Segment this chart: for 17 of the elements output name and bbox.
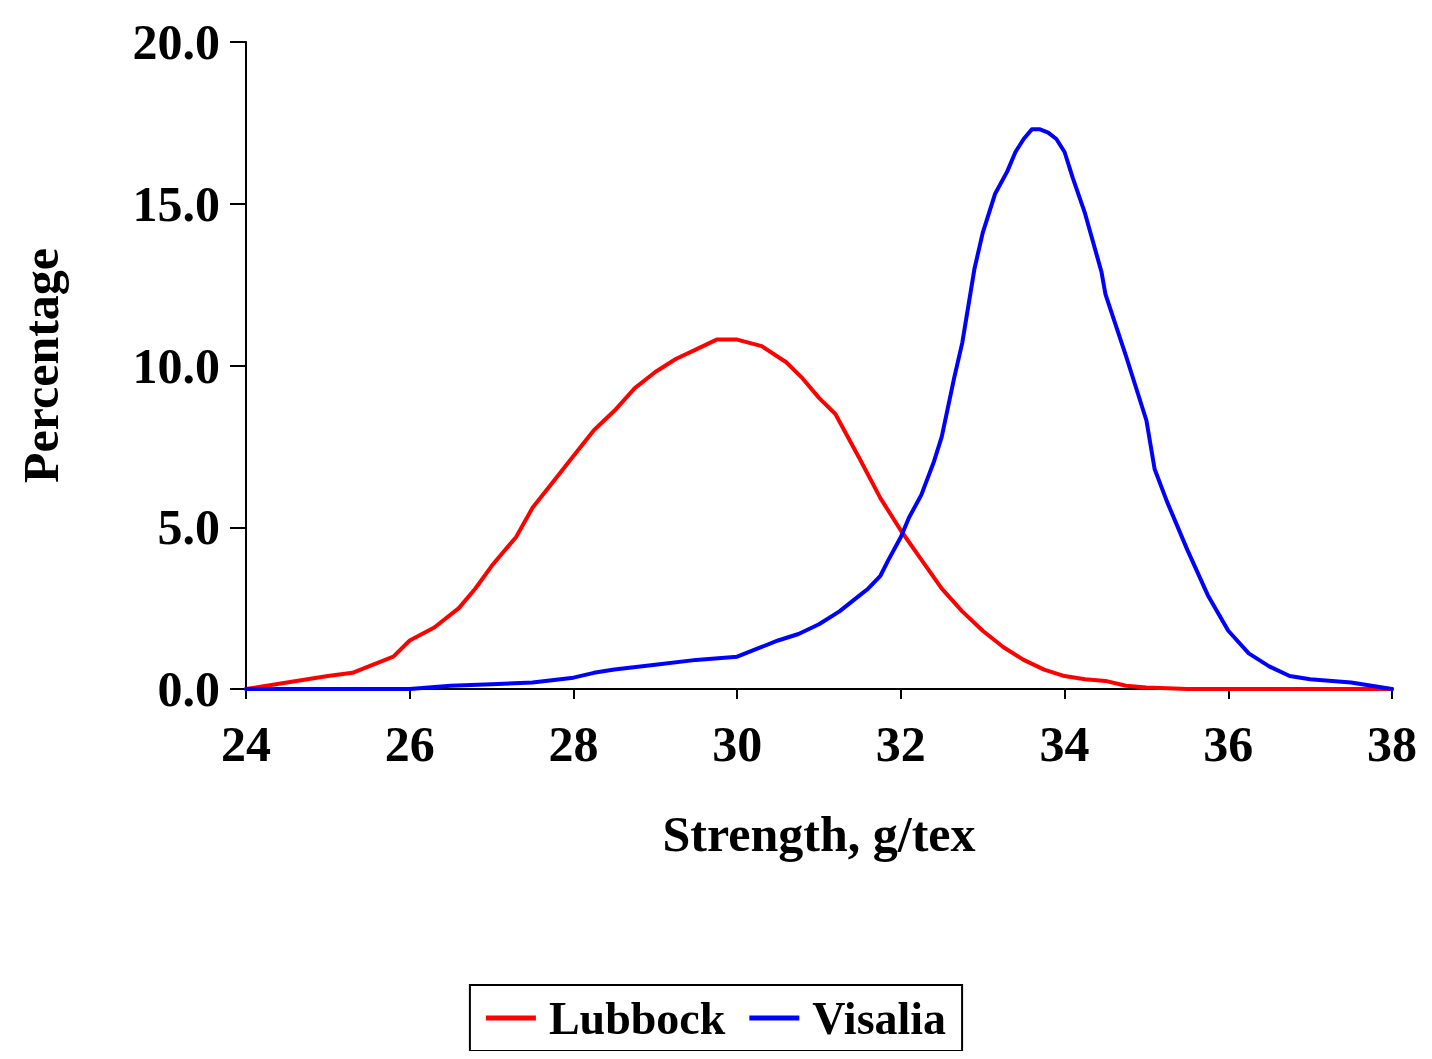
x-tick-label: 26 bbox=[384, 716, 435, 772]
y-tick-label: 5.0 bbox=[157, 499, 220, 556]
legend-label: Lubbock bbox=[548, 992, 726, 1044]
x-tick-label: 28 bbox=[548, 716, 599, 772]
y-tick-label: 20.0 bbox=[132, 14, 220, 70]
y-tick-label: 0.0 bbox=[157, 661, 220, 717]
x-axis-title: Strength, g/tex bbox=[662, 806, 976, 862]
y-axis-title: Percentage bbox=[13, 247, 69, 484]
y-tick-label: 15.0 bbox=[132, 175, 220, 232]
x-tick-label: 36 bbox=[1203, 716, 1254, 772]
x-tick-label: 30 bbox=[712, 716, 763, 772]
x-tick-label: 34 bbox=[1039, 716, 1090, 772]
x-tick-label: 24 bbox=[221, 716, 271, 772]
x-tick-label: 32 bbox=[875, 716, 926, 772]
x-tick-label: 38 bbox=[1367, 716, 1417, 772]
y-tick-label: 10.0 bbox=[132, 337, 220, 394]
legend-label: Visalia bbox=[812, 992, 947, 1044]
